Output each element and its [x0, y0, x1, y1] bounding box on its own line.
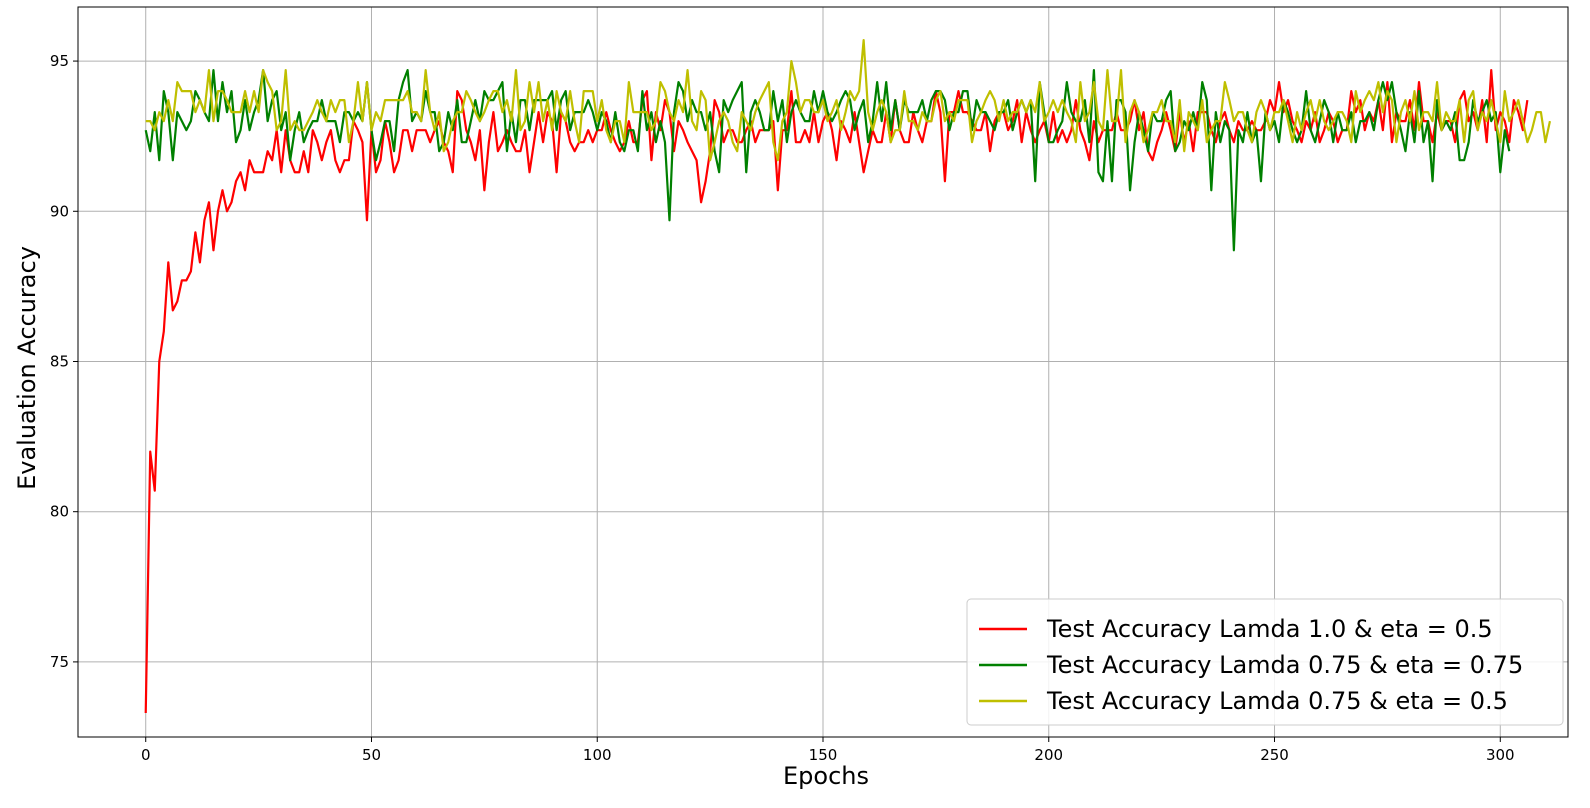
y-axis-ticks: 75 80 85 90 95 — [50, 52, 78, 671]
x-tick-label: 300 — [1486, 746, 1515, 764]
y-tick-label: 75 — [50, 653, 69, 671]
legend: Test Accuracy Lamda 1.0 & eta = 0.5 Test … — [966, 598, 1564, 726]
x-axis-title: Epochs — [783, 762, 869, 790]
plot-area — [77, 6, 1569, 738]
legend-label: Test Accuracy Lamda 0.75 & eta = 0.75 — [1046, 651, 1523, 679]
x-tick-label: 250 — [1260, 746, 1289, 764]
series-lines — [144, 38, 1552, 713]
y-tick-label: 85 — [50, 352, 69, 370]
x-tick-label: 150 — [809, 746, 838, 764]
series-line-1 — [144, 68, 1529, 713]
legend-label: Test Accuracy Lamda 0.75 & eta = 0.5 — [1046, 687, 1508, 715]
series-line-2 — [144, 68, 1511, 252]
y-tick-label: 90 — [50, 202, 69, 220]
y-tick-label: 80 — [50, 503, 69, 521]
x-tick-label: 50 — [362, 746, 381, 764]
series-line-3 — [145, 38, 1552, 162]
y-axis-title: Evaluation Accuracy — [13, 246, 41, 490]
x-tick-label: 100 — [583, 746, 612, 764]
x-axis-ticks: 0 50 100 150 200 250 300 — [141, 737, 1515, 764]
x-tick-label: 0 — [141, 746, 151, 764]
legend-box — [966, 598, 1564, 726]
y-tick-label: 95 — [50, 52, 69, 70]
x-tick-label: 200 — [1034, 746, 1063, 764]
legend-label: Test Accuracy Lamda 1.0 & eta = 0.5 — [1046, 615, 1493, 643]
